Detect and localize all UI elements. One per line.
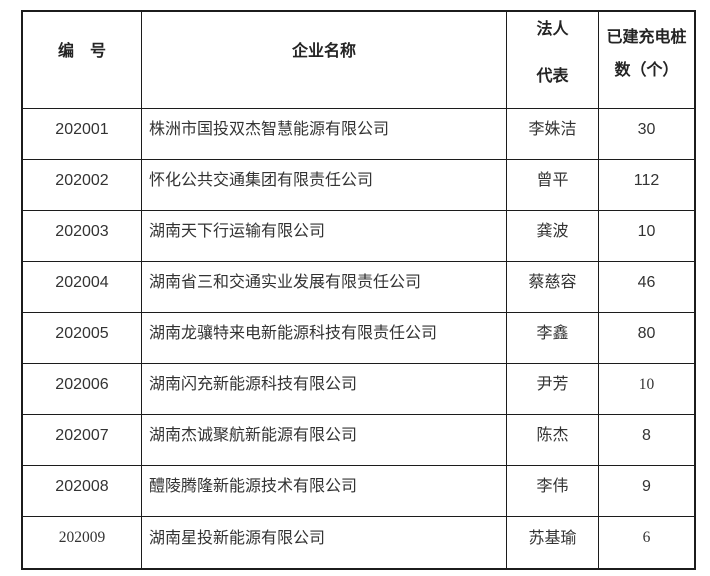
header-count-line2: 数（个） — [614, 61, 679, 79]
table-row: 202005 湖南龙骧特来电新能源科技有限责任公司 李鑫 80 — [23, 313, 694, 364]
cell-id: 202008 — [23, 466, 142, 517]
cell-legal-rep: 李姝洁 — [507, 109, 599, 160]
cell-company: 醴陵腾隆新能源技术有限公司 — [142, 466, 507, 517]
table-row: 202006 湖南闪充新能源科技有限公司 尹芳 10 — [23, 364, 694, 415]
table-row: 202008 醴陵腾隆新能源技术有限公司 李伟 9 — [23, 466, 694, 517]
cell-pile-count: 10 — [599, 364, 694, 415]
cell-legal-rep: 陈杰 — [507, 415, 599, 466]
cell-legal-rep: 李伟 — [507, 466, 599, 517]
cell-company: 株洲市国投双杰智慧能源有限公司 — [142, 109, 507, 160]
cell-id: 202002 — [23, 160, 142, 211]
cell-legal-rep: 龚波 — [507, 211, 599, 262]
cell-company: 湖南闪充新能源科技有限公司 — [142, 364, 507, 415]
header-legal-line2: 代表 — [536, 67, 569, 85]
cell-pile-count: 9 — [599, 466, 694, 517]
cell-pile-count: 80 — [599, 313, 694, 364]
cell-id: 202004 — [23, 262, 142, 313]
cell-id: 202007 — [23, 415, 142, 466]
table-row: 202009 湖南星投新能源有限公司 苏基瑜 6 — [23, 517, 694, 568]
header-cell-pile-count: 已建充电桩 数（个） — [599, 12, 694, 109]
cell-legal-rep: 苏基瑜 — [507, 517, 599, 568]
cell-id: 202003 — [23, 211, 142, 262]
header-legal-line1: 法人 — [536, 21, 569, 38]
cell-company: 湖南杰诚聚航新能源有限公司 — [142, 415, 507, 466]
cell-company: 湖南星投新能源有限公司 — [142, 517, 507, 568]
table-row: 202007 湖南杰诚聚航新能源有限公司 陈杰 8 — [23, 415, 694, 466]
cell-id: 202009 — [23, 517, 142, 568]
cell-legal-rep: 李鑫 — [507, 313, 599, 364]
cell-id: 202001 — [23, 109, 142, 160]
header-cell-legal-rep: 法人 代表 — [507, 12, 599, 109]
cell-id: 202006 — [23, 364, 142, 415]
cell-company: 湖南天下行运输有限公司 — [142, 211, 507, 262]
cell-pile-count: 30 — [599, 109, 694, 160]
cell-pile-count: 10 — [599, 211, 694, 262]
cell-pile-count: 6 — [642, 529, 651, 547]
header-cell-id: 编 号 — [23, 12, 142, 109]
charging-pile-table: 编 号 企业名称 法人 代表 已建充电桩 数（个） 202001 株洲市国投双杰… — [21, 10, 696, 570]
cell-legal-rep: 曾平 — [507, 160, 599, 211]
cell-pile-count: 46 — [599, 262, 694, 313]
cell-pile-count: 112 — [599, 160, 694, 211]
cell-company: 怀化公共交通集团有限责任公司 — [142, 160, 507, 211]
cell-company: 湖南龙骧特来电新能源科技有限责任公司 — [142, 313, 507, 364]
cell-id: 202005 — [23, 313, 142, 364]
table-header-row: 编 号 企业名称 法人 代表 已建充电桩 数（个） — [23, 12, 694, 109]
header-count-line1: 已建充电桩 — [606, 29, 687, 47]
cell-company: 湖南省三和交通实业发展有限责任公司 — [142, 262, 507, 313]
table-row: 202004 湖南省三和交通实业发展有限责任公司 蔡慈容 46 — [23, 262, 694, 313]
table-row: 202002 怀化公共交通集团有限责任公司 曾平 112 — [23, 160, 694, 211]
table-row: 202003 湖南天下行运输有限公司 龚波 10 — [23, 211, 694, 262]
header-cell-company: 企业名称 — [142, 12, 507, 109]
cell-pile-count: 8 — [599, 415, 694, 466]
cell-legal-rep: 蔡慈容 — [507, 262, 599, 313]
table-row: 202001 株洲市国投双杰智慧能源有限公司 李姝洁 30 — [23, 109, 694, 160]
cell-legal-rep: 尹芳 — [507, 364, 599, 415]
